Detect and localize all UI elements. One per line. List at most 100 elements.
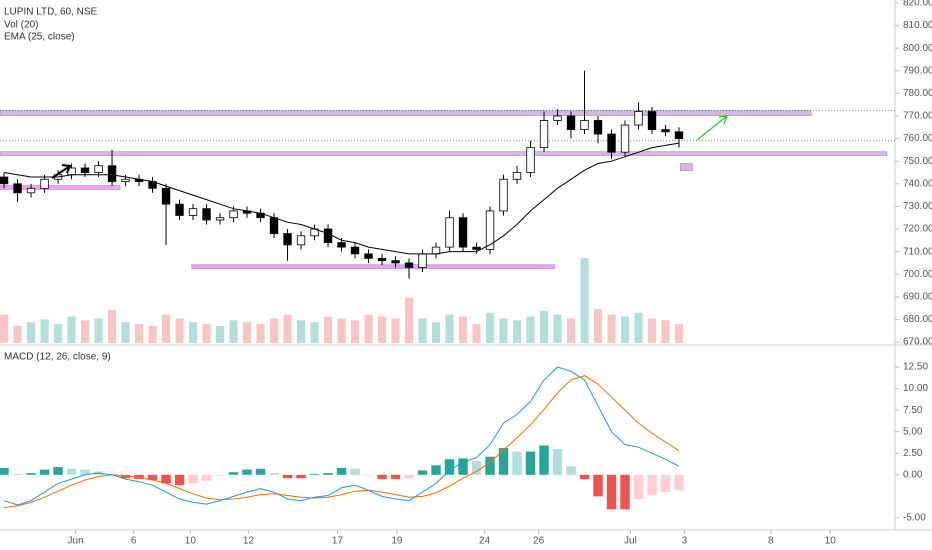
y-tick-label: 720.00 [903, 224, 932, 235]
volume-bar [323, 316, 333, 343]
volume-bar [674, 324, 684, 343]
volume-bar [269, 318, 279, 343]
volume-bar [13, 326, 22, 343]
y-tick-label: 810.00 [903, 20, 932, 31]
macd-histogram-bar [269, 473, 279, 475]
y-tick-label: 700.00 [903, 269, 932, 280]
macd-histogram-bar [363, 474, 374, 476]
candle-body [0, 176, 9, 185]
candle-body [13, 183, 22, 194]
volume-bar [431, 322, 441, 343]
candle-body [323, 228, 333, 243]
macd-histogram-bar [417, 470, 428, 475]
macd-histogram-bar [26, 473, 36, 475]
volume-bar [485, 312, 495, 343]
x-tick-label: 12 [243, 536, 255, 547]
volume-bar [350, 320, 360, 343]
volume-bar [647, 318, 657, 343]
zone [0, 185, 121, 190]
candle-body [512, 172, 522, 180]
candle-body [391, 260, 400, 264]
candle-body [175, 203, 184, 216]
candle-body [404, 262, 414, 268]
macd-histogram-bar [188, 474, 198, 484]
x-tick-label: 26 [533, 536, 545, 547]
macd-histogram-bar [471, 461, 482, 475]
x-tick-label: Jun [68, 536, 84, 547]
candle-body [566, 115, 576, 130]
volume-bar [377, 316, 387, 343]
candle-body [202, 208, 211, 221]
volume-bar [418, 318, 427, 343]
volume-bar [310, 322, 319, 343]
x-tick-label: 3 [682, 536, 688, 547]
volume-bar [202, 324, 211, 343]
y-tick-label: 12.50 [903, 362, 928, 373]
ema-line [3, 142, 680, 255]
volume-bar [391, 318, 400, 343]
macd-histogram-bar [215, 474, 225, 476]
candle-body [188, 208, 198, 216]
macd-histogram-bar [39, 469, 50, 475]
x-tick-label: Jul [624, 536, 637, 547]
volume-bar [26, 322, 36, 343]
macd-histogram-bar [633, 474, 644, 499]
candle-body [485, 210, 495, 250]
y-tick-label: 800.00 [903, 43, 932, 54]
y-tick-label: 740.00 [903, 178, 932, 189]
candle-body [364, 253, 373, 259]
candle-body [229, 210, 238, 219]
zone [680, 163, 693, 171]
volume-bar [283, 314, 292, 343]
volume-bar [215, 326, 225, 343]
candle-body [418, 253, 427, 268]
volume-bar [458, 316, 468, 343]
y-tick-label: 7.50 [903, 405, 923, 416]
candle-body [269, 217, 279, 234]
volume-bar [364, 314, 373, 343]
macd-histogram-bar [566, 466, 576, 475]
x-tick-label: 24 [479, 536, 491, 547]
volume-bar [404, 297, 414, 343]
candle-body [377, 258, 387, 262]
volume-bar [148, 326, 157, 343]
y-tick-label: 2.50 [903, 448, 923, 459]
projection-arrow [696, 115, 728, 141]
volume-bar [499, 318, 508, 343]
macd-histogram-bar [147, 474, 158, 480]
candle-body [580, 120, 589, 130]
macd-histogram-bar [0, 467, 9, 475]
macd-histogram-bar [606, 474, 617, 510]
y-tick-label: 750.00 [903, 156, 932, 167]
macd-histogram-bar [593, 474, 603, 497]
macd-histogram-bar [525, 451, 536, 475]
volume-bar [337, 318, 346, 343]
macd-histogram-bar [201, 474, 212, 481]
macd-histogram-bar [350, 468, 360, 475]
x-tick-label: 10 [825, 536, 837, 547]
x-tick-label: 8 [768, 536, 774, 547]
macd-histogram-bar [161, 474, 171, 484]
y-tick-label: 780.00 [903, 88, 932, 99]
ema-legend: EMA (25, close) [4, 32, 75, 43]
volume-bar [553, 314, 562, 343]
y-tick-label: 670.00 [903, 337, 932, 348]
zone [191, 264, 556, 269]
zone [0, 151, 888, 156]
y-tick-label: 0.00 [903, 469, 923, 480]
candle-body [283, 233, 292, 246]
volume-bar [107, 309, 117, 343]
macd-histogram-bar [552, 448, 563, 475]
volume-bar [188, 322, 198, 343]
macd-histogram-bar [242, 469, 252, 475]
volume-bar [607, 314, 616, 343]
candle-body [121, 178, 130, 182]
volume-bar [256, 324, 265, 343]
volume-bar [539, 310, 549, 343]
macd-histogram-bar [120, 474, 131, 479]
y-tick-label: -5.00 [903, 513, 926, 524]
volume-bar [67, 316, 76, 343]
volume-bar [121, 322, 130, 343]
